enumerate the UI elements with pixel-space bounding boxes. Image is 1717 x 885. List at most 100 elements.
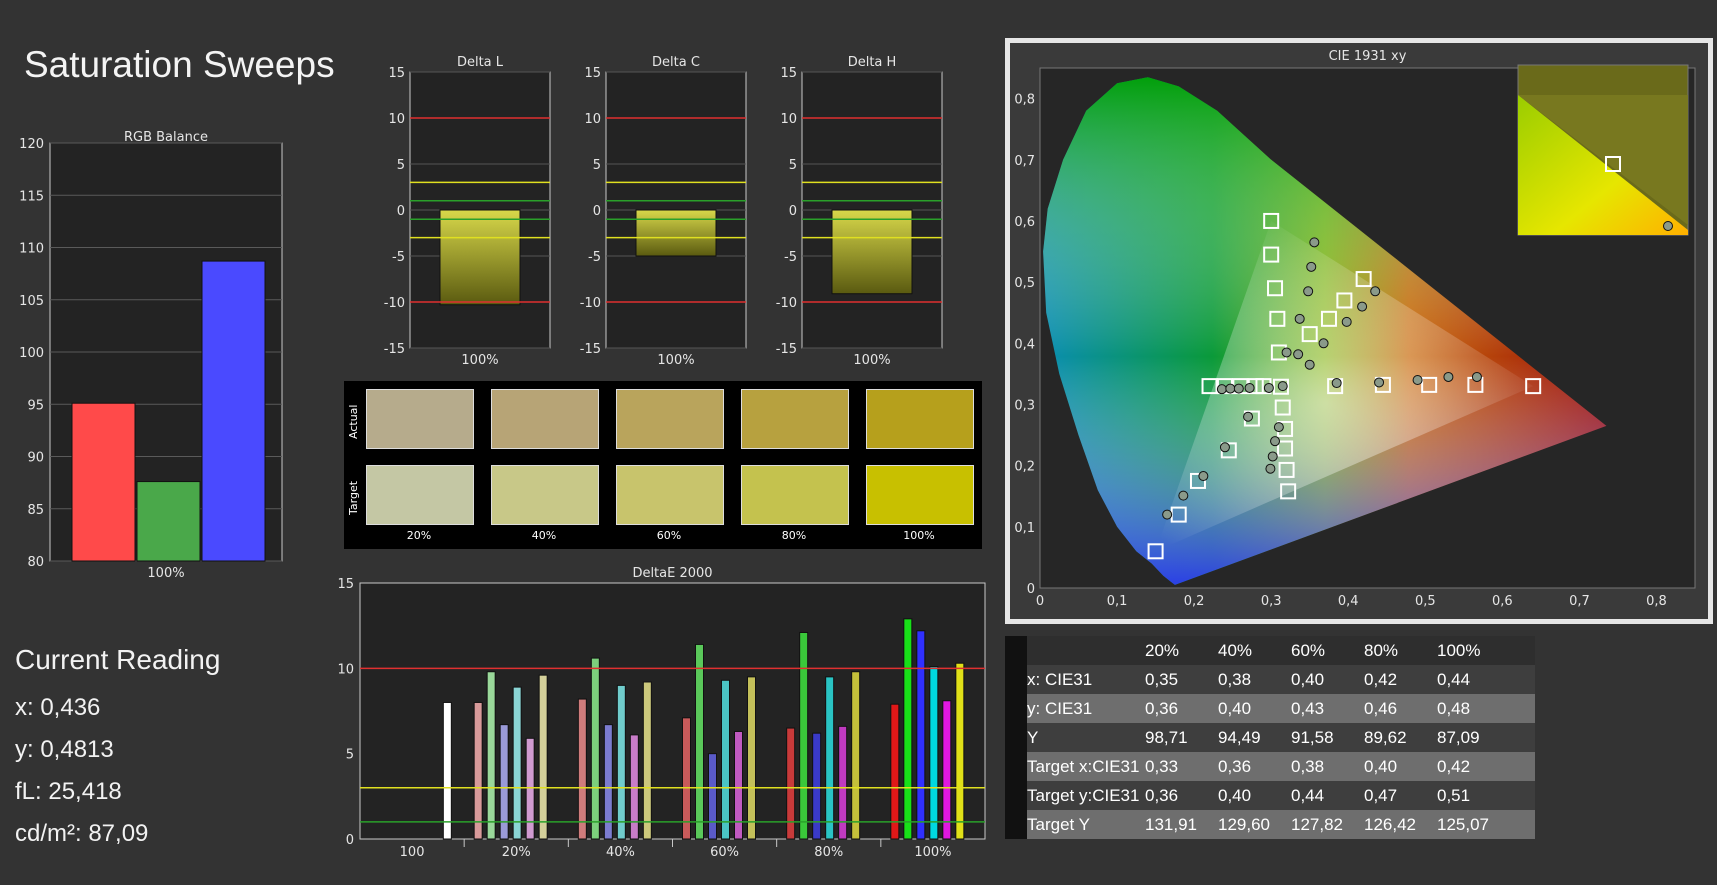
deltae-bar (825, 676, 835, 840)
measurement-table: 20% 40% 60% 80% 100% x: CIE31 0,35 0,38 0,40 0,42… (1005, 636, 1535, 839)
delta-c-chart: Delta C 15 10 5 0 -5 -10 -15 100% (580, 55, 747, 368)
table-cell: 127,82 (1291, 814, 1343, 834)
row-label-target: Target (347, 480, 360, 515)
y-tick-label: 90 (27, 451, 44, 466)
table-cell: 0,47 (1364, 785, 1398, 805)
measured-marker (1244, 382, 1255, 393)
table-cell: 0,40 (1364, 756, 1398, 776)
measured-marker (1306, 261, 1317, 272)
table-cell: 0,46 (1364, 698, 1398, 718)
table-cell: 0,48 (1437, 698, 1471, 718)
table-cell: 0,36 (1145, 698, 1179, 718)
table-row: Target y:CIE31 0,36 0,40 0,44 0,47 0,51 (1005, 781, 1535, 810)
table-cell: 0,38 (1218, 669, 1252, 689)
y-tick-label: 0,8 (1014, 93, 1035, 108)
measured-marker (1267, 451, 1278, 462)
bar-b (201, 260, 266, 562)
deltae-bar (942, 700, 952, 840)
measured-marker (1370, 286, 1381, 297)
target-marker (1274, 399, 1291, 416)
x-tick-label: 100% (914, 845, 951, 860)
table-cell: 0,42 (1364, 669, 1398, 689)
x-tick-label: 0,2 (1184, 594, 1205, 609)
color-swatch-panel: 20% 40% 60% 80% 100% Actual Target (344, 381, 982, 549)
measured-marker (1331, 378, 1342, 389)
delta-bar (635, 209, 717, 257)
swatch-label: 80% (781, 529, 807, 542)
y-tick-label: 10 (337, 662, 354, 677)
measured-marker (1273, 422, 1284, 433)
swatch-actual (491, 389, 599, 449)
deltae-bar (590, 657, 600, 840)
table-cell: 131,91 (1145, 814, 1197, 834)
table-cell: 0,38 (1291, 756, 1325, 776)
measured-marker (1225, 383, 1236, 394)
y-tick-label: -10 (776, 296, 797, 311)
table-cell: 0,51 (1437, 785, 1471, 805)
table-cell: 94,49 (1218, 727, 1261, 747)
row-label: x: CIE31 (1027, 669, 1093, 689)
deltae-bar (838, 725, 848, 840)
measured-marker (1293, 349, 1304, 360)
target-marker (1263, 246, 1280, 263)
y-tick-label: -10 (384, 296, 405, 311)
y-tick-label: 10 (584, 112, 601, 127)
measured-marker (1270, 436, 1281, 447)
deltae-bar (442, 701, 452, 840)
measured-marker (1162, 509, 1173, 520)
y-tick-label: -5 (784, 250, 797, 265)
target-marker (1272, 378, 1289, 395)
table-cell: 0,44 (1437, 669, 1471, 689)
swatch-label: 20% (406, 529, 432, 542)
x-tick-label: 20% (502, 845, 531, 860)
zoom-target-marker (1605, 156, 1621, 172)
swatch-actual (741, 389, 849, 449)
y-tick-label: -5 (588, 250, 601, 265)
x-tick-label: 0,5 (1415, 594, 1436, 609)
y-tick-label: 115 (19, 189, 44, 204)
measured-marker (1243, 411, 1254, 422)
deltae-bar (682, 717, 691, 840)
deltae-bar (929, 666, 939, 840)
y-tick-label: 5 (346, 748, 354, 763)
y-tick-label: 10 (780, 112, 797, 127)
deltae-bar (629, 734, 639, 840)
y-tick-label: -15 (776, 342, 797, 357)
table-cell: 91,58 (1291, 727, 1334, 747)
deltae-bar (903, 618, 913, 840)
row-label: Y (1027, 727, 1039, 747)
target-marker (1280, 483, 1297, 500)
deltae-bar (577, 698, 587, 840)
target-marker (1301, 326, 1318, 343)
deltae-bar (851, 671, 861, 840)
chart-title: RGB Balance (124, 130, 208, 145)
x-tick-label: 100% (657, 353, 694, 368)
table-row: Y 98,71 94,49 91,58 89,62 87,09 (1005, 723, 1535, 752)
y-tick-label: 10 (388, 112, 405, 127)
measured-marker (1357, 301, 1368, 312)
reading-cdm2: cd/m²: 87,09 (15, 820, 149, 847)
y-tick-label: -15 (580, 342, 601, 357)
deltae-bar (812, 732, 822, 840)
table-cell: 87,09 (1437, 727, 1480, 747)
measured-marker (1198, 471, 1209, 482)
deltae-bar (786, 727, 796, 840)
x-tick-label: 0,3 (1261, 594, 1282, 609)
table-row: y: CIE31 0,36 0,40 0,43 0,46 0,48 (1005, 694, 1535, 723)
swatch-target (866, 465, 974, 525)
y-tick-label: 100 (19, 346, 44, 361)
target-marker (1277, 440, 1294, 457)
y-tick-label: 95 (27, 398, 44, 413)
y-tick-label: -5 (392, 250, 405, 265)
y-tick-label: 0,3 (1014, 398, 1035, 413)
deltae-bar (747, 676, 756, 840)
table-row: x: CIE31 0,35 0,38 0,40 0,42 0,44 (1005, 665, 1535, 694)
y-tick-label: 0 (346, 833, 354, 848)
swatch-actual (366, 389, 474, 449)
deltae-bar (499, 724, 509, 840)
deltae-bar (486, 671, 496, 840)
table-cell: 0,35 (1145, 669, 1179, 689)
y-tick-label: 5 (593, 158, 601, 173)
measured-marker (1265, 463, 1276, 474)
table-cell: 129,60 (1218, 814, 1270, 834)
